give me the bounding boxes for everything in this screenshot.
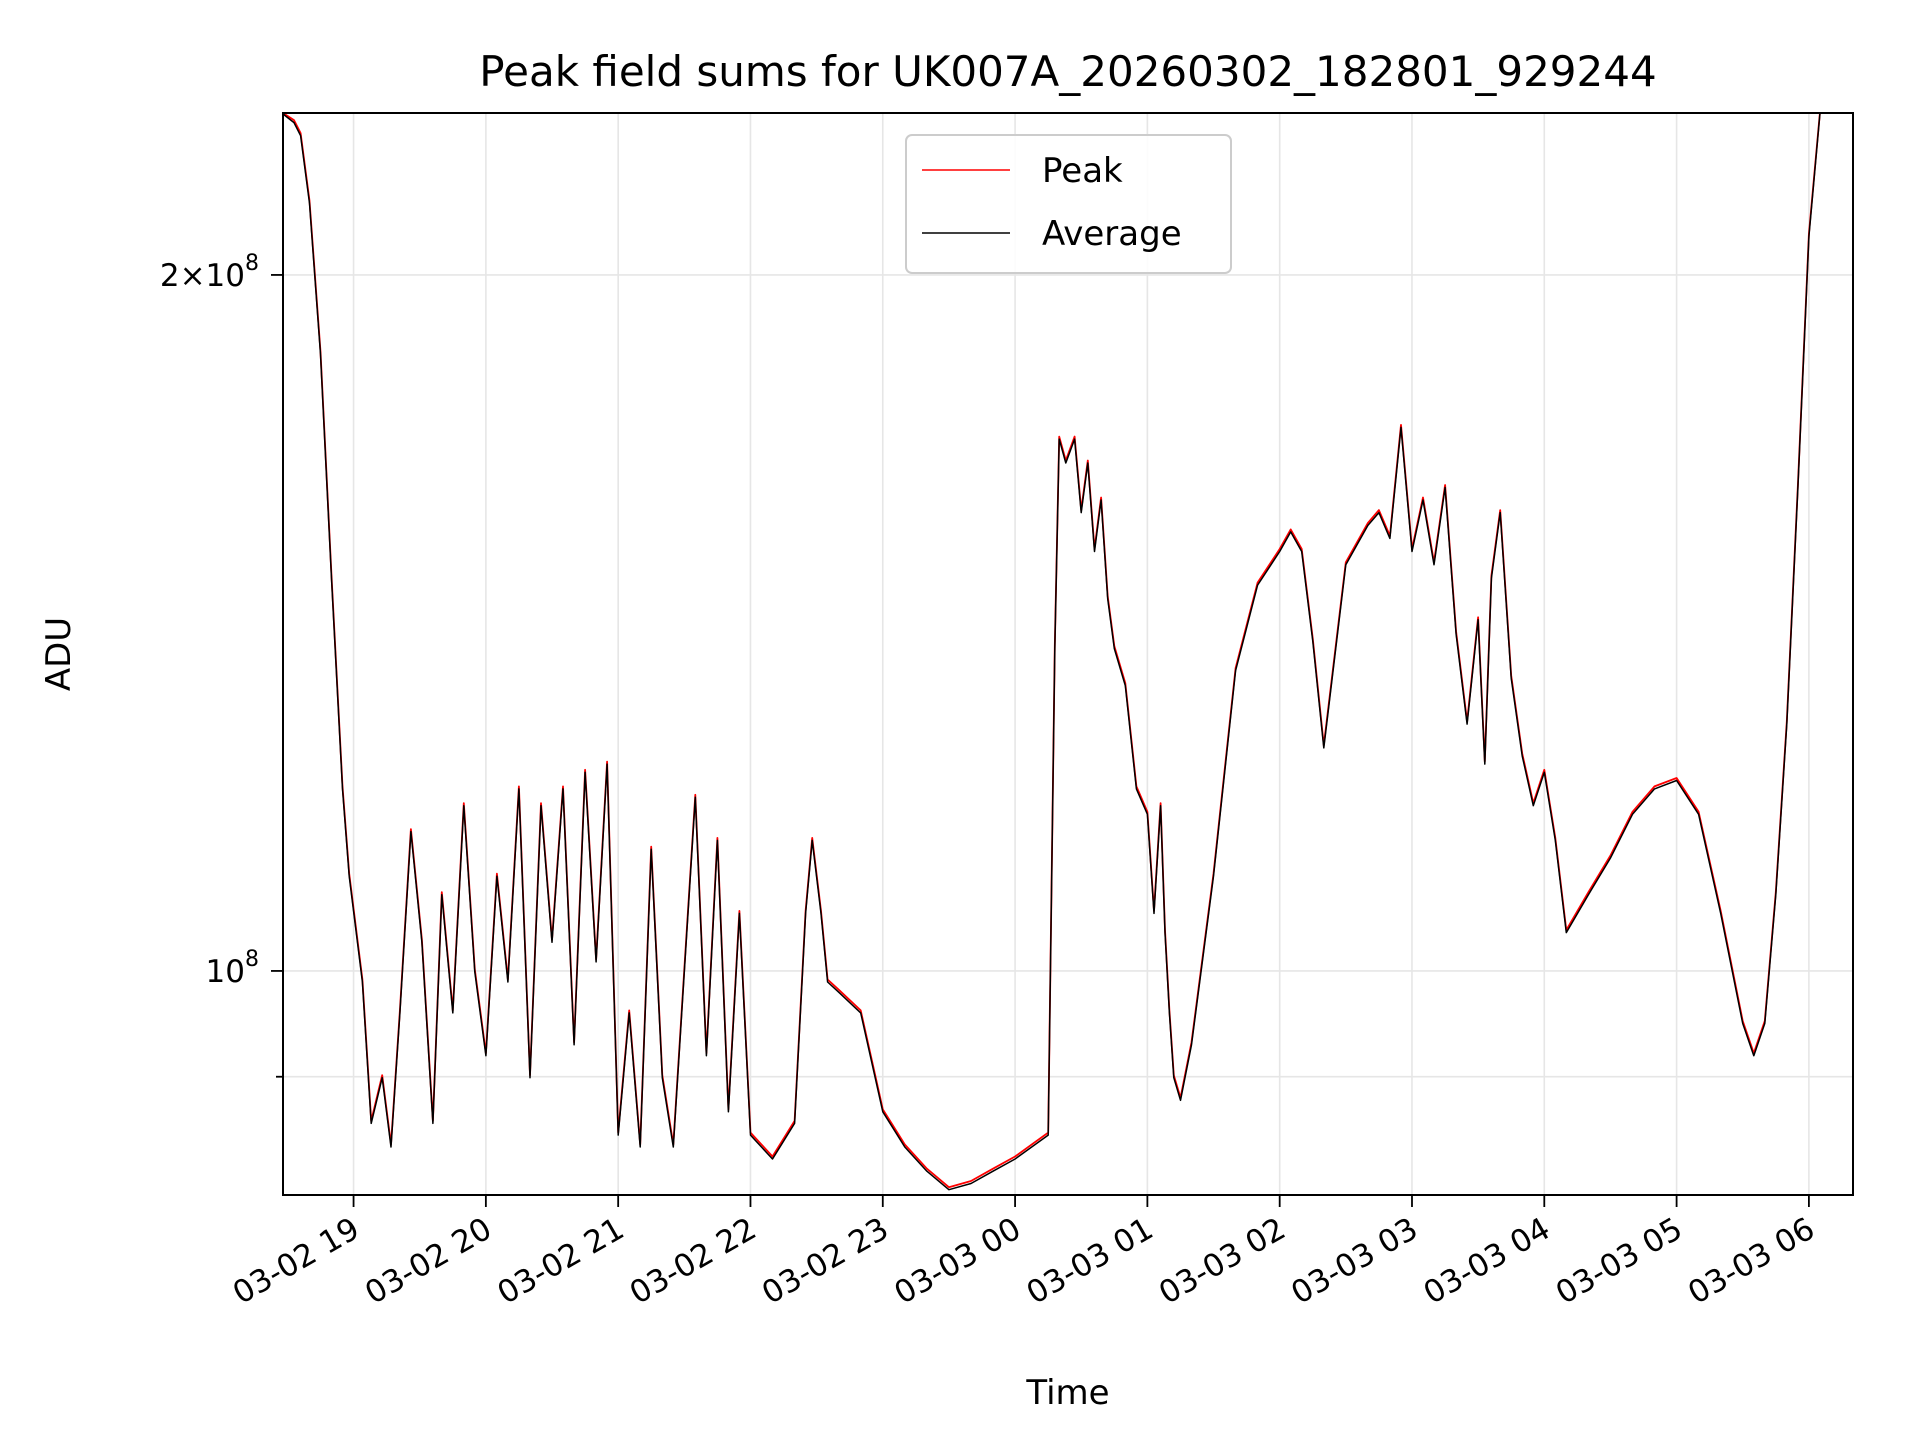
legend-label-average: Average bbox=[1042, 214, 1182, 254]
series-layer bbox=[283, 113, 1821, 1191]
y-tick-label: 108 bbox=[206, 947, 259, 990]
y-tick-base: 2×10 bbox=[160, 258, 245, 294]
grid bbox=[283, 113, 1853, 1195]
y-tick-label: 2×108 bbox=[160, 251, 259, 294]
y-axis-label: ADU bbox=[39, 617, 79, 691]
y-tick-base: 10 bbox=[206, 954, 245, 990]
legend-label-peak: Peak bbox=[1042, 151, 1123, 191]
x-axis-label: Time bbox=[1025, 1373, 1109, 1413]
y-tick-exponent: 8 bbox=[245, 947, 259, 972]
series-line-average bbox=[283, 113, 1821, 1191]
plot-frame bbox=[282, 112, 1854, 1196]
y-tick-exponent: 8 bbox=[245, 251, 259, 276]
legend: Peak Average bbox=[905, 134, 1232, 274]
chart-title: Peak field sums for UK007A_20260302_1828… bbox=[479, 47, 1656, 96]
